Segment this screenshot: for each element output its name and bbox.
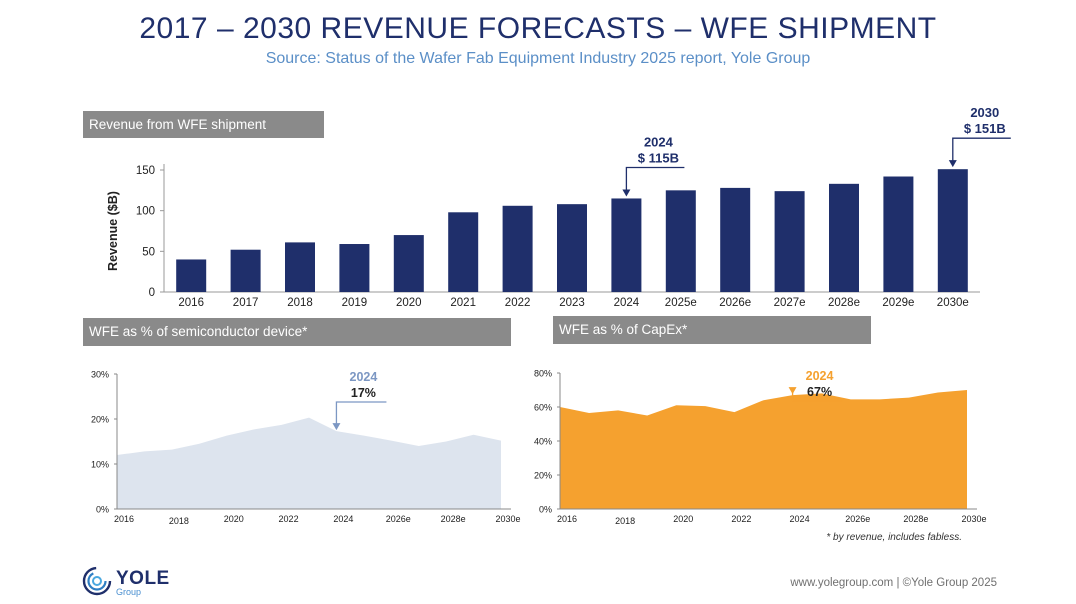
bar: [720, 187, 751, 292]
bar-chart-title: Revenue from WFE shipment: [83, 111, 324, 138]
capex-area-chart: 0% 20% 40% 60% 80% 2016 2018 2020 2022 2024 2026e 2…: [534, 369, 987, 527]
logo-subtitle: Group: [116, 587, 142, 597]
x-tick-label: 2024: [614, 297, 640, 309]
yole-logo-icon: [82, 566, 112, 596]
x-tick-label: 2022: [505, 297, 531, 309]
x-tick-label: 2019: [342, 297, 368, 309]
x-tick-label: 2022: [731, 514, 751, 524]
logo-name: YOLE: [116, 568, 170, 589]
x-tick-label: 2030e: [961, 514, 986, 524]
bar: [448, 212, 479, 292]
y-tick-label: 0: [149, 287, 155, 299]
annotation-leader: [335, 401, 387, 427]
x-tick-label: 2026e: [845, 514, 870, 524]
bar: [829, 183, 859, 292]
annotation-arrowhead: [948, 160, 957, 168]
annotation-year: 2024: [350, 370, 378, 384]
x-tick-label: 2026e: [386, 514, 411, 524]
bar: [502, 205, 533, 292]
annotation-arrowhead: [622, 189, 631, 197]
annotation-arrowhead: [332, 423, 341, 431]
x-tick-label: 2023: [559, 297, 585, 309]
y-tick-label: 80%: [534, 369, 552, 379]
bar: [285, 242, 315, 292]
bar: [557, 204, 587, 292]
semi-area-chart: 0% 10% 20% 30% 2016 2018 2020 2022 2024 2026e 2028…: [91, 370, 521, 527]
x-tick-label: 2022: [279, 514, 299, 524]
bar: [774, 191, 805, 292]
y-tick-label: 40%: [534, 437, 552, 447]
annotation-year: 2030: [970, 105, 999, 120]
y-tick-label: 150: [136, 165, 155, 177]
x-tick-label: 2016: [178, 297, 204, 309]
bar: [339, 244, 370, 292]
bar-chart: 0 50 100 150 Revenue ($B) 2016 2017 2018 2019 202…: [106, 105, 1011, 309]
bar: [611, 198, 642, 292]
footnote: * by revenue, includes fabless.: [826, 532, 962, 543]
area-fill: [560, 390, 967, 509]
x-tick-label: 2020: [673, 514, 693, 524]
x-tick-label: 2020: [224, 514, 244, 524]
x-tick-label: 2017: [233, 297, 259, 309]
footer-text: www.yolegroup.com | ©Yole Group 2025: [790, 577, 997, 589]
x-tick-label: 2024: [333, 514, 353, 524]
y-tick-label: 30%: [91, 370, 109, 380]
x-tick-label: 2028e: [903, 514, 928, 524]
x-tick-label: 2028e: [828, 297, 860, 309]
x-tick-label: 2020: [396, 297, 422, 309]
x-tick-label: 2026e: [719, 297, 751, 309]
x-tick-label: 2024: [790, 514, 810, 524]
x-tick-label: 2016: [114, 514, 134, 524]
y-tick-label: 20%: [91, 415, 109, 425]
y-axis-label: Revenue ($B): [106, 191, 120, 271]
y-tick-label: 50: [142, 246, 155, 258]
annotation-leader: [625, 166, 685, 194]
x-tick-label: 2030e: [495, 514, 520, 524]
page-subtitle: Source: Status of the Wafer Fab Equipmen…: [265, 50, 811, 67]
y-tick-label: 0%: [539, 505, 552, 515]
semi-chart-title: WFE as % of semiconductor device*: [83, 318, 511, 346]
x-tick-label: 2025e: [665, 297, 697, 309]
annotation-arrowhead: [788, 387, 797, 395]
x-tick-label: 2018: [169, 516, 189, 526]
x-tick-label: 2018: [287, 297, 313, 309]
bar: [665, 190, 696, 292]
annotation-value: 67%: [807, 385, 832, 399]
bar: [230, 249, 261, 292]
page-title: 2017 – 2030 REVENUE FORECASTS – WFE SHIP…: [139, 12, 937, 45]
y-tick-label: 20%: [534, 471, 552, 481]
bar: [937, 169, 968, 292]
annotation-year: 2024: [644, 134, 674, 149]
annotation-value: 17%: [351, 386, 376, 400]
capex-chart-title: WFE as % of CapEx*: [553, 316, 871, 344]
y-tick-label: 0%: [96, 505, 109, 515]
y-tick-label: 100: [136, 206, 155, 218]
y-tick-label: 10%: [91, 460, 109, 470]
x-tick-label: 2018: [615, 516, 635, 526]
annotation-value: $ 115B: [638, 150, 679, 165]
x-tick-label: 2030e: [937, 297, 969, 309]
bar: [393, 235, 424, 292]
bar: [883, 176, 914, 292]
x-tick-label: 2028e: [441, 514, 466, 524]
annotation-value: $ 151B: [964, 121, 1006, 136]
bar: [176, 259, 207, 292]
x-tick-label: 2029e: [882, 297, 914, 309]
area-fill: [117, 417, 501, 509]
x-tick-label: 2021: [450, 297, 476, 309]
x-tick-label: 2016: [557, 514, 577, 524]
annotation-leader: [952, 137, 1011, 165]
y-tick-label: 60%: [534, 403, 552, 413]
x-tick-label: 2027e: [774, 297, 806, 309]
annotation-year: 2024: [806, 369, 834, 383]
